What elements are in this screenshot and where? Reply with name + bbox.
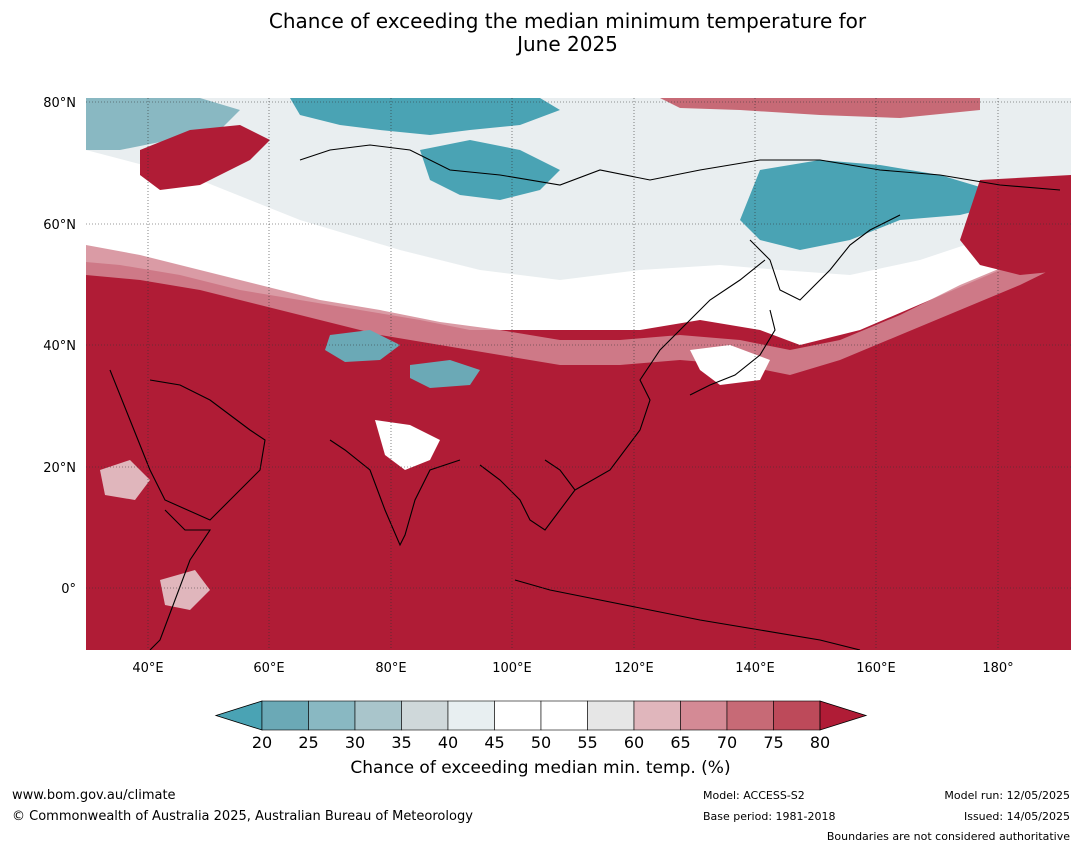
cool-patch-central-siberia [420, 140, 560, 200]
website-link[interactable]: www.bom.gov.au/climate [12, 788, 176, 803]
colorbar-tick-label: 65 [670, 733, 690, 752]
warm-patch-northwest-russia [140, 125, 270, 190]
lon-label: 180° [982, 661, 1013, 676]
colorbar-tick-label: 25 [298, 733, 318, 752]
colorbar-tick-label: 45 [484, 733, 504, 752]
cool-patch-scandinavia [86, 98, 240, 150]
northern-white-band [86, 150, 1071, 345]
coast-japan [689, 309, 776, 396]
colorbar-segment [773, 700, 821, 731]
pink-transition-band [86, 245, 1071, 375]
neutral-patch-india [375, 420, 440, 470]
colorbar-tick-label: 30 [345, 733, 365, 752]
coast-southeast-asia [479, 459, 576, 531]
title-line-2: June 2025 [517, 32, 618, 56]
lon-label: 40°E [132, 661, 163, 676]
colorbar-label: Chance of exceeding median min. temp. (%… [350, 758, 731, 778]
colorbar-tick-label: 70 [717, 733, 737, 752]
issued-date: Issued: 14/05/2025 [963, 810, 1070, 823]
colorbar-tick-label: 35 [391, 733, 411, 752]
colorbar-segment [354, 700, 402, 731]
neutral-patch-east-china [690, 345, 770, 385]
neutral-patch-east-africa [160, 570, 210, 610]
lon-label: 140°E [735, 661, 775, 676]
colorbar-segment [494, 700, 542, 731]
colorbar-tick-label: 50 [531, 733, 551, 752]
map-area [86, 98, 1071, 650]
model-run-date: Model run: 12/05/2025 [944, 789, 1070, 802]
colorbar-segment [587, 700, 635, 731]
colorbar-segment [447, 700, 495, 731]
coast-indonesia [514, 579, 861, 650]
lat-label: 60°N [43, 218, 76, 233]
lon-label: 100°E [492, 661, 532, 676]
colorbar-extension-low [214, 700, 263, 731]
colorbar-segment [680, 700, 728, 731]
lat-label: 20°N [43, 461, 76, 476]
colorbar [214, 700, 868, 731]
warm-patch-arctic-east [660, 98, 980, 118]
colorbar-segment [261, 700, 309, 731]
coast-okhotsk [749, 214, 901, 301]
cool-patch-central-asia [325, 330, 400, 362]
colorbar-tick-label: 80 [810, 733, 830, 752]
copyright-text: © Commonwealth of Australia 2025, Austra… [12, 809, 473, 824]
colorbar-tick-label: 60 [624, 733, 644, 752]
coast-arctic [299, 144, 1061, 191]
base-period: Base period: 1981-2018 [703, 810, 836, 823]
lon-label: 160°E [856, 661, 896, 676]
lon-label: 120°E [614, 661, 654, 676]
coast-india [329, 439, 461, 547]
chart-title: Chance of exceeding the median minimum t… [0, 10, 1081, 56]
cool-patch-tibet [410, 360, 480, 388]
lat-label: 40°N [43, 339, 76, 354]
colorbar-tick-label: 20 [252, 733, 272, 752]
latitude-labels: 80°N 60°N 40°N 20°N 0° [43, 96, 76, 597]
cool-patch-arctic-west [290, 98, 560, 135]
colorbar-tick-label: 40 [438, 733, 458, 752]
lon-label: 60°E [253, 661, 284, 676]
colorbar-tick-label: 55 [577, 733, 597, 752]
warm-patch-pacific-northeast [960, 175, 1071, 275]
colorbar-segment [540, 700, 588, 731]
colorbar-segment [633, 700, 681, 731]
colorbar-ticks: 20 25 30 35 40 45 50 55 60 65 70 75 80 [252, 733, 830, 752]
lat-label: 0° [61, 582, 76, 597]
neutral-patch-arabia [100, 460, 150, 500]
boundaries-disclaimer: Boundaries are not considered authoritat… [826, 830, 1070, 843]
longitude-labels: 40°E 60°E 80°E 100°E 120°E 140°E 160°E 1… [132, 661, 1013, 676]
coast-arabia-africa [109, 369, 266, 521]
coast-east-africa [149, 509, 212, 650]
lat-label: 80°N [43, 96, 76, 111]
colorbar-segment [726, 700, 774, 731]
model-name: Model: ACCESS-S2 [703, 789, 805, 802]
colorbar-segment [401, 700, 449, 731]
cool-patch-east-siberia [740, 160, 1000, 250]
colorbar-segment [308, 700, 356, 731]
colorbar-tick-label: 75 [763, 733, 783, 752]
lon-label: 80°E [375, 661, 406, 676]
gridlines [86, 98, 1071, 650]
coastlines [109, 144, 1061, 650]
title-line-1: Chance of exceeding the median minimum t… [268, 9, 867, 33]
colorbar-extension-high [819, 700, 868, 731]
coast-china [574, 259, 766, 491]
